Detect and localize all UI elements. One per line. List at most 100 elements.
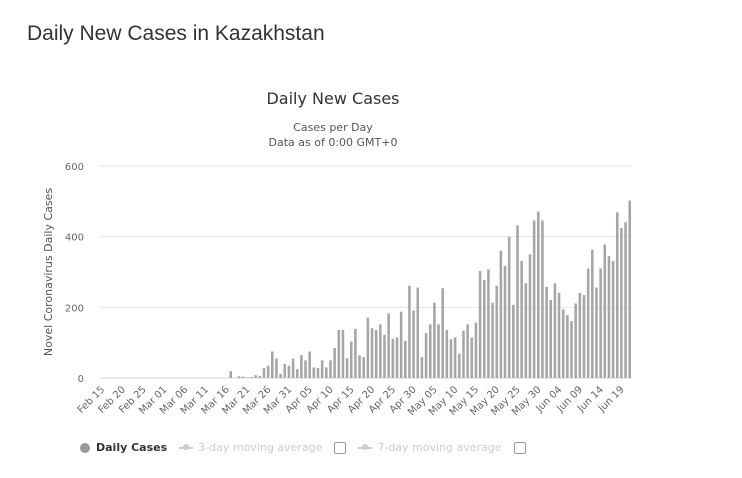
y-tick-label: 0 [78,374,84,385]
bar [574,303,577,378]
bar [395,337,399,378]
bar [229,370,232,378]
bar [279,373,282,378]
bar [545,286,548,378]
bar [620,227,623,378]
page-title: Daily New Cases in Kazakhstan [27,22,325,45]
bar [246,377,249,378]
bar [295,369,299,378]
bar [453,337,457,378]
legend-line-marker-icon [358,443,373,450]
bar [549,299,553,378]
bar [628,200,631,378]
bar [428,324,432,378]
legend: Daily Cases 3-day moving average 7-day m… [80,441,538,454]
chart-subtitle-2: Data as of 0:00 GMT+0 [269,136,398,149]
chart-subtitle-1: Cases per Day [293,121,373,134]
bar [433,302,436,378]
bar [354,328,357,378]
bar [503,265,507,378]
bar [532,220,536,378]
bar [250,376,253,378]
bar [478,270,482,378]
bar [507,237,511,378]
bar [462,330,465,378]
bar [362,357,365,378]
bar [541,220,544,378]
legend-dot-icon [80,442,90,453]
bar [412,310,415,378]
chart-title: Daily New Cases [266,89,399,108]
legend-item-7day-average[interactable]: 7-day moving average [358,441,502,454]
bar [553,283,557,378]
checkbox-3day-average[interactable] [334,441,347,454]
bar [391,338,395,378]
bar [358,355,361,378]
bar [528,254,532,378]
bar [416,287,420,378]
bar [491,302,494,378]
legend-label: 7-day moving average [377,441,502,454]
bar [308,351,311,378]
bar [325,367,328,378]
checkbox-7day-average[interactable] [513,441,526,454]
bar [316,368,320,378]
y-tick-label: 200 [65,303,84,314]
bar [437,324,440,378]
legend-label: Daily Cases [96,441,168,454]
bar [570,321,573,378]
bar [607,256,611,378]
bar [337,329,341,378]
bar [387,313,390,378]
bar [262,368,266,378]
bar [445,329,449,378]
bar [441,288,444,378]
y-tick-label: 600 [65,162,84,173]
bar [383,334,386,378]
bar [283,363,287,378]
y-axis-label: Novel Coronavirus Daily Cases [42,188,55,356]
y-tick-label: 400 [65,233,84,244]
legend-line-marker-icon [179,443,194,450]
bar [537,211,540,378]
bar [287,365,291,378]
bar [370,328,374,378]
bar [345,358,349,378]
bar [254,375,257,378]
bar [591,249,594,378]
bar [566,315,569,378]
bar [275,358,278,378]
bar [582,294,586,378]
bar [291,358,295,378]
bar [241,376,245,378]
bar [499,250,503,378]
bar [320,360,324,378]
bar [470,337,474,378]
bar [304,360,307,378]
bar [458,353,461,378]
bar [487,269,490,378]
bar [611,261,615,378]
bar [595,287,598,378]
bar [366,317,370,378]
bar [449,339,453,378]
bar [512,304,515,378]
bar [329,360,332,378]
legend-item-3day-average[interactable]: 3-day moving average [179,441,322,454]
bar [495,285,498,378]
bar [524,283,528,378]
bar [258,375,262,378]
bar [333,347,336,378]
bar [561,309,565,378]
bar [266,365,270,378]
bar [424,333,428,378]
bar [615,212,619,378]
bar [271,351,274,378]
bar [420,357,424,378]
bar [482,280,486,378]
bar [599,268,602,378]
bar [408,285,411,378]
legend-label: 3-day moving average [198,441,323,454]
legend-item-daily-cases[interactable]: Daily Cases [80,441,167,454]
